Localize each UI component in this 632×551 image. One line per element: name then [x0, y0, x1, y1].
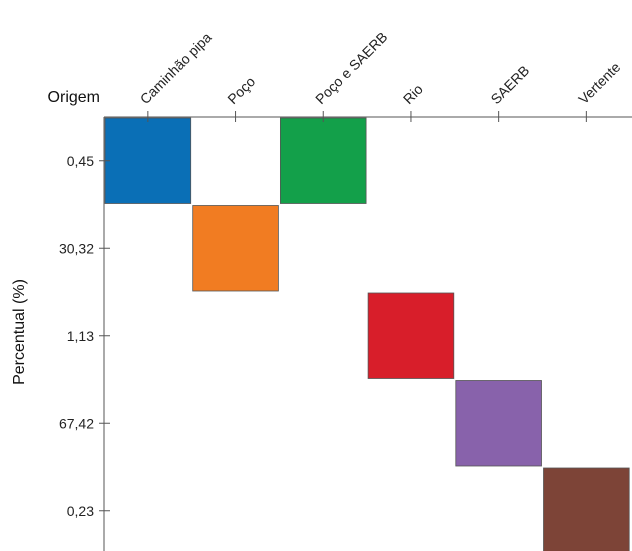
y-axis-title: Percentual (%)	[11, 279, 28, 385]
x-tick-label-saerb: SAERB	[487, 62, 532, 107]
y-tick-label-4: 0,23	[67, 503, 94, 519]
y-tick-label-2: 1,13	[67, 328, 94, 344]
y-tick-label-1: 30,32	[59, 240, 94, 256]
cell-saerb-3	[455, 380, 542, 467]
y-tick-label-0: 0,45	[67, 153, 94, 169]
x-tick-label-poco: Poço	[224, 73, 258, 107]
cell-rio-2	[367, 292, 455, 379]
x-tick-label-poco-e-saerb: Poço e SAERB	[312, 29, 390, 107]
x-tick-label-caminhao-pipa: Caminhão pipa	[137, 29, 215, 107]
x-axis-title: Origem	[48, 89, 100, 106]
x-tick-label-vertente: Vertente	[575, 59, 623, 107]
cell-vertente-4	[543, 467, 630, 551]
cells-layer	[104, 117, 630, 551]
cell-poco-1	[192, 205, 279, 292]
x-tick-label-rio: Rio	[400, 81, 426, 107]
y-tick-layer: 0,45 30,32 1,13 67,42 0,23	[59, 153, 110, 519]
x-tick-layer: Caminhão pipa Poço Poço e SAERB Rio SAERB Ver…	[137, 29, 623, 122]
y-tick-label-3: 67,42	[59, 415, 94, 431]
cell-caminhao-pipa-0	[104, 117, 192, 204]
cell-poco-e-saerb-0	[279, 117, 367, 204]
axis-layer	[103, 116, 632, 551]
